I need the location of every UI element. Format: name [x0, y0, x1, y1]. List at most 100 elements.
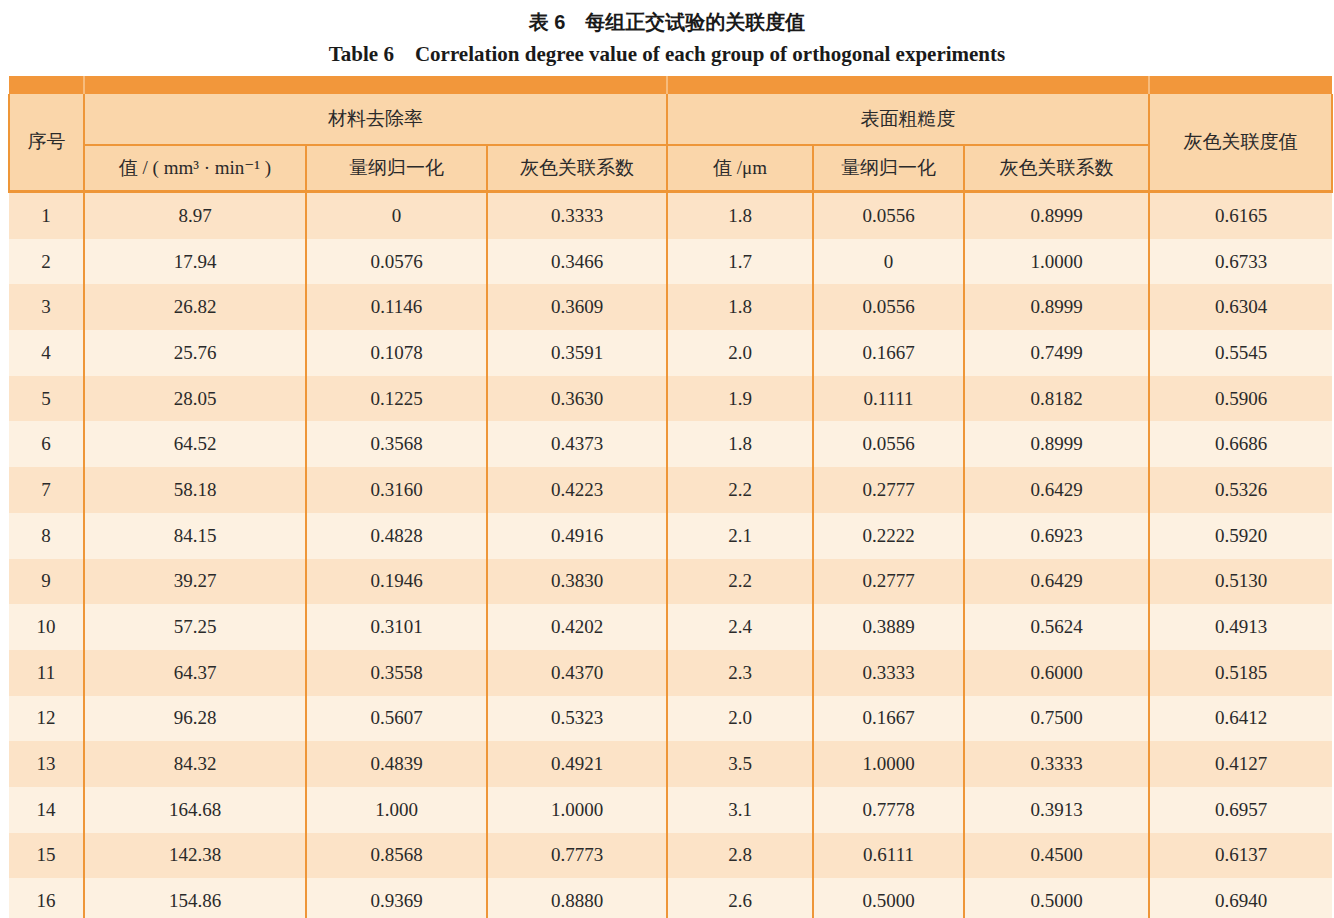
table-cell: 17.94: [84, 239, 306, 285]
correlation-table: 序号 材料去除率 表面粗糙度 灰色关联度值 值 / ( mm³ · min⁻¹ …: [8, 76, 1333, 918]
table-cell: 0.0556: [813, 421, 964, 467]
table-cell: 28.05: [84, 376, 306, 422]
table-row: 1296.280.56070.53232.00.16670.75000.6412: [9, 696, 1332, 742]
table-cell: 0.3609: [487, 284, 667, 330]
table-row: 326.820.11460.36091.80.05560.89990.6304: [9, 284, 1332, 330]
table-cell: 0.0556: [813, 192, 964, 239]
table-cell: 0.8182: [964, 376, 1149, 422]
table-cell: 1.7: [667, 239, 813, 285]
table-cell: 0.5000: [813, 878, 964, 918]
table-cell: 58.18: [84, 467, 306, 513]
table-cell: 164.68: [84, 787, 306, 833]
table-cell: 39.27: [84, 559, 306, 605]
table-cell: 2.1: [667, 513, 813, 559]
table-cell: 3.1: [667, 787, 813, 833]
table-cell: 0.5545: [1149, 330, 1332, 376]
table-row: 884.150.48280.49162.10.22220.69230.5920: [9, 513, 1332, 559]
table-row: 425.760.10780.35912.00.16670.74990.5545: [9, 330, 1332, 376]
table-cell: 0.3466: [487, 239, 667, 285]
table-row: 217.940.05760.34661.701.00000.6733: [9, 239, 1332, 285]
table-cell: 0.5323: [487, 696, 667, 742]
table-cell: 0.6923: [964, 513, 1149, 559]
subheader-ra-normalized: 量纲归一化: [813, 145, 964, 192]
table-cell: 1.9: [667, 376, 813, 422]
table-cell: 0.1667: [813, 696, 964, 742]
table-cell: 1.8: [667, 284, 813, 330]
table-cell: 2.8: [667, 833, 813, 879]
table-cell: 9: [9, 559, 84, 605]
paper-page: 表 6 每组正交试验的关联度值 Table 6 Correlation degr…: [0, 0, 1334, 918]
table-cell: 0.4370: [487, 650, 667, 696]
table-cell: 8: [9, 513, 84, 559]
table-row: 758.180.31600.42232.20.27770.64290.5326: [9, 467, 1332, 513]
table-cell: 0.4913: [1149, 604, 1332, 650]
table-cell: 84.32: [84, 741, 306, 787]
table-cell: 0.5000: [964, 878, 1149, 918]
table-cell: 5: [9, 376, 84, 422]
table-cell: 0.6304: [1149, 284, 1332, 330]
table-cell: 142.38: [84, 833, 306, 879]
table-cell: 0.0556: [813, 284, 964, 330]
table-cell: 0.7778: [813, 787, 964, 833]
table-cell: 0.6000: [964, 650, 1149, 696]
table-cell: 0.4373: [487, 421, 667, 467]
table-row: 1384.320.48390.49213.51.00000.33330.4127: [9, 741, 1332, 787]
table-cell: 4: [9, 330, 84, 376]
table-cell: 0.6686: [1149, 421, 1332, 467]
subheader-mrr-normalized: 量纲归一化: [306, 145, 487, 192]
table-cell: 0.6429: [964, 559, 1149, 605]
table-cell: 0.7499: [964, 330, 1149, 376]
table-cell: 0.8999: [964, 192, 1149, 239]
table-cell: 0.3160: [306, 467, 487, 513]
table-cell: 1.0000: [964, 239, 1149, 285]
table-cell: 16: [9, 878, 84, 918]
table-cell: 64.37: [84, 650, 306, 696]
band-segment: [667, 76, 1149, 94]
table-cell: 0.1225: [306, 376, 487, 422]
table-cell: 10: [9, 604, 84, 650]
table-cell: 154.86: [84, 878, 306, 918]
table-cell: 1: [9, 192, 84, 239]
table-cell: 1.0000: [487, 787, 667, 833]
header-group-mrr: 材料去除率: [84, 94, 667, 145]
band-segment: [1149, 76, 1332, 94]
table-caption-en: Table 6 Correlation degree value of each…: [0, 40, 1334, 68]
table-cell: 0.5130: [1149, 559, 1332, 605]
table-cell: 14: [9, 787, 84, 833]
table-cell: 0.3913: [964, 787, 1149, 833]
table-cell: 57.25: [84, 604, 306, 650]
table-cell: 1.000: [306, 787, 487, 833]
table-cell: 64.52: [84, 421, 306, 467]
table-cell: 0.3101: [306, 604, 487, 650]
table-cell: 3.5: [667, 741, 813, 787]
table-row: 939.270.19460.38302.20.27770.64290.5130: [9, 559, 1332, 605]
table-cell: 0.3630: [487, 376, 667, 422]
table-row: 528.050.12250.36301.90.11110.81820.5906: [9, 376, 1332, 422]
table-row: 16154.860.93690.88802.60.50000.50000.694…: [9, 878, 1332, 918]
table-cell: 0.5920: [1149, 513, 1332, 559]
table-cell: 0.5906: [1149, 376, 1332, 422]
table-cell: 2: [9, 239, 84, 285]
table-cell: 0.8999: [964, 284, 1149, 330]
table-cell: 8.97: [84, 192, 306, 239]
table-cell: 1.8: [667, 421, 813, 467]
header-grey-degree: 灰色关联度值: [1149, 94, 1332, 192]
table-cell: 0.1146: [306, 284, 487, 330]
table-cell: 0.9369: [306, 878, 487, 918]
table-cell: 26.82: [84, 284, 306, 330]
band-segment: [9, 76, 84, 94]
table-cell: 0.6165: [1149, 192, 1332, 239]
table-cell: 2.6: [667, 878, 813, 918]
table-cell: 0.6940: [1149, 878, 1332, 918]
table-cell: 0.8568: [306, 833, 487, 879]
table-cell: 0.4921: [487, 741, 667, 787]
table-cell: 0.5326: [1149, 467, 1332, 513]
table-cell: 6: [9, 421, 84, 467]
table-cell: 0.3591: [487, 330, 667, 376]
band-segment: [84, 76, 667, 94]
subheader-mrr-grey-coeff: 灰色关联系数: [487, 145, 667, 192]
table-cell: 0.0576: [306, 239, 487, 285]
table-cell: 0.5607: [306, 696, 487, 742]
table-row: 15142.380.85680.77732.80.61110.45000.613…: [9, 833, 1332, 879]
table-row: 1057.250.31010.42022.40.38890.56240.4913: [9, 604, 1332, 650]
